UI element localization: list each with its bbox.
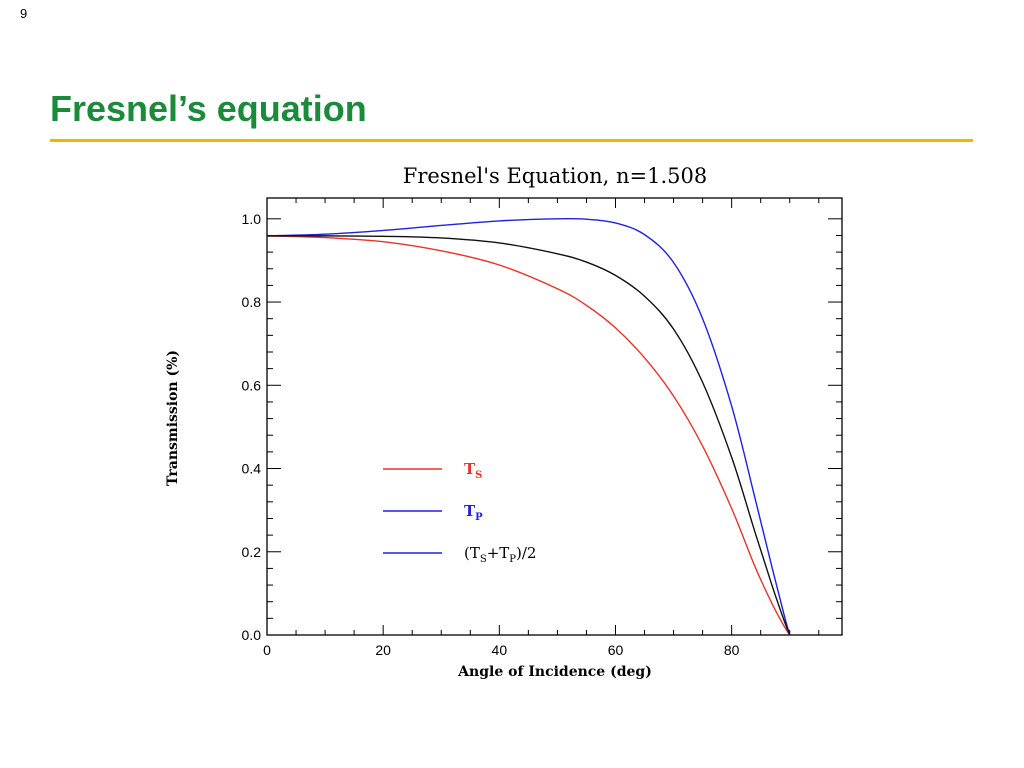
- x-tick-label: 60: [608, 642, 624, 658]
- y-tick-label: 0.6: [242, 377, 262, 393]
- y-axis-label: Transmission (%): [165, 350, 181, 486]
- y-tick-label: 1.0: [242, 211, 262, 227]
- chart-title: Fresnel's Equation, n=1.508: [403, 164, 707, 188]
- y-tick-label: 0.0: [242, 627, 262, 643]
- y-tick-label: 0.2: [242, 544, 262, 560]
- slide-title: Fresnel’s equation: [50, 88, 367, 129]
- x-tick-label: 20: [375, 642, 391, 658]
- y-tick-label: 0.8: [242, 294, 262, 310]
- title-rule: [50, 139, 973, 142]
- series-line-average: [266, 235, 791, 636]
- y-tick-label: 0.4: [242, 461, 262, 477]
- x-tick-label: 40: [492, 642, 508, 658]
- series-line-tp: [266, 217, 791, 636]
- x-tick-label: 0: [263, 642, 271, 658]
- plot-frame: [266, 197, 843, 636]
- slide-number: 9: [20, 6, 28, 21]
- legend-entry-average-label: (TS+TP)/2: [464, 544, 536, 565]
- series-line-ts: [266, 235, 791, 636]
- x-tick-label: 80: [724, 642, 740, 658]
- x-axis-label: Angle of Incidence (deg): [457, 664, 652, 680]
- legend-entry-ts-label: TS: [464, 460, 482, 481]
- legend-entry-tp-label: TP: [464, 502, 483, 523]
